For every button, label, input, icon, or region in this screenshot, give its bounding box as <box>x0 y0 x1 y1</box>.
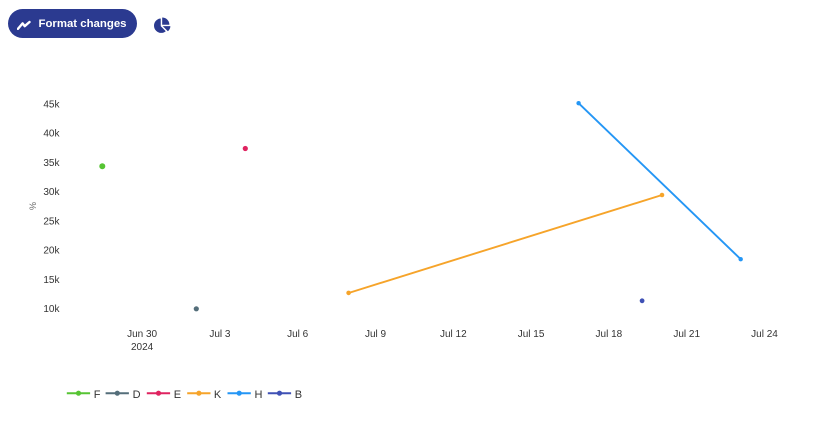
svg-text:Jul 18: Jul 18 <box>596 329 623 340</box>
svg-text:K: K <box>214 389 222 401</box>
svg-text:25k: 25k <box>43 216 60 227</box>
svg-text:F: F <box>94 389 101 401</box>
svg-text:10k: 10k <box>43 304 60 315</box>
svg-text:Jul 3: Jul 3 <box>209 329 231 340</box>
svg-text:Jul 6: Jul 6 <box>287 329 309 340</box>
svg-text:Jul 24: Jul 24 <box>751 329 778 340</box>
svg-text:30k: 30k <box>43 187 60 198</box>
svg-text:Jul 21: Jul 21 <box>673 329 700 340</box>
svg-text:E: E <box>174 389 181 401</box>
svg-text:%: % <box>28 202 38 210</box>
svg-text:35k: 35k <box>43 158 60 169</box>
svg-text:D: D <box>133 389 141 401</box>
svg-text:2024: 2024 <box>131 342 154 353</box>
svg-text:B: B <box>295 389 302 401</box>
svg-text:H: H <box>255 389 263 401</box>
svg-text:Jul 9: Jul 9 <box>365 329 387 340</box>
svg-text:20k: 20k <box>43 246 60 257</box>
svg-text:Jun 30: Jun 30 <box>127 329 157 340</box>
svg-text:15k: 15k <box>43 275 60 286</box>
svg-text:40k: 40k <box>43 129 60 140</box>
svg-text:Jul 12: Jul 12 <box>440 329 467 340</box>
svg-text:45k: 45k <box>43 100 60 111</box>
svg-text:Jul 15: Jul 15 <box>518 329 545 340</box>
